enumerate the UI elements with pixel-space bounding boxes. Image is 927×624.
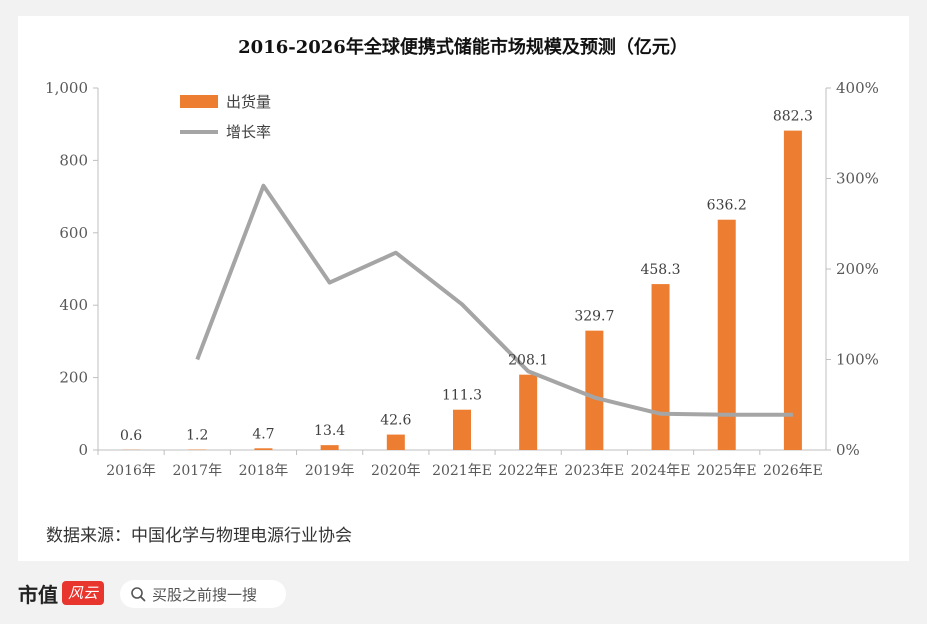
y-right-tick-label: 200%: [836, 260, 879, 278]
bar-data-label: 636.2: [707, 198, 747, 214]
y-left-tick-label: 0: [78, 441, 88, 459]
bar-data-label: 458.3: [640, 262, 680, 278]
bar: [651, 284, 670, 450]
chart-card: 2016-2026年全球便携式储能市场规模及预测（亿元） 0 200 400 600 8…: [18, 16, 909, 561]
legend-bar-label: 出货量: [226, 93, 271, 111]
x-tick-label: 2022年E: [498, 463, 558, 479]
x-tick-label: 2024年E: [631, 463, 691, 479]
y-right-tick-label: 300%: [836, 170, 879, 188]
y-right-tick-label: 0%: [836, 441, 860, 459]
bar-data-label: 4.7: [252, 426, 274, 442]
growth-rate-line: [195, 183, 793, 417]
x-tick-label: 2025年E: [697, 463, 757, 479]
search-box[interactable]: 买股之前搜一搜: [120, 580, 286, 608]
site-logo[interactable]: 市值 风云: [18, 578, 105, 608]
x-tick-label: 2026年E: [763, 463, 823, 479]
legend-bar-swatch: [180, 95, 218, 108]
y-left-tick-label: 400: [59, 296, 88, 314]
bar-data-label: 329.7: [574, 309, 614, 325]
search-placeholder: 买股之前搜一搜: [152, 585, 258, 604]
bar: [254, 448, 273, 450]
bar: [585, 330, 604, 450]
chart-title: 2016-2026年全球便携式储能市场规模及预测（亿元）: [238, 36, 688, 58]
bar-data-label: 42.6: [380, 413, 411, 429]
y-left-tick-label: 1,000: [45, 79, 88, 97]
y-right-tick-label: 400%: [836, 79, 879, 97]
bar: [386, 434, 405, 450]
legend-line-label: 增长率: [226, 123, 271, 141]
bar: [519, 374, 538, 450]
x-tick-label: 2020年: [371, 463, 421, 479]
x-tick-label: 2019年: [305, 463, 355, 479]
bar-data-label: 13.4: [314, 423, 345, 439]
bar: [783, 130, 802, 450]
x-tick-label: 2023年E: [564, 463, 624, 479]
bar: [717, 219, 736, 450]
bar-data-label: 1.2: [186, 428, 208, 444]
x-tick-label: 2016年: [106, 463, 156, 479]
y-left-tick-label: 600: [59, 224, 88, 242]
search-icon: [131, 587, 146, 602]
logo-text: 市值: [18, 582, 58, 607]
bar: [320, 445, 339, 450]
x-tick-label: 2018年: [239, 463, 289, 479]
x-tick-label: 2017年: [172, 463, 222, 479]
bar-data-label: 208.1: [508, 353, 548, 369]
y-right-tick-label: 100%: [836, 351, 879, 369]
y-left-tick-label: 800: [59, 151, 88, 169]
logo-badge: 风云: [62, 581, 105, 605]
bar-data-label: 0.6: [120, 428, 142, 444]
bar-data-label: 882.3: [773, 109, 813, 125]
bar: [453, 409, 471, 450]
y-left-tick-label: 200: [59, 369, 88, 387]
x-tick-label: 2021年E: [432, 463, 492, 479]
chart: 2016-2026年全球便携式储能市场规模及预测（亿元） 0 200 400 600 8…: [45, 36, 879, 479]
source-text: 数据来源：中国化学与物理电源行业协会: [46, 526, 352, 546]
bar-data-label: 111.3: [442, 388, 482, 404]
